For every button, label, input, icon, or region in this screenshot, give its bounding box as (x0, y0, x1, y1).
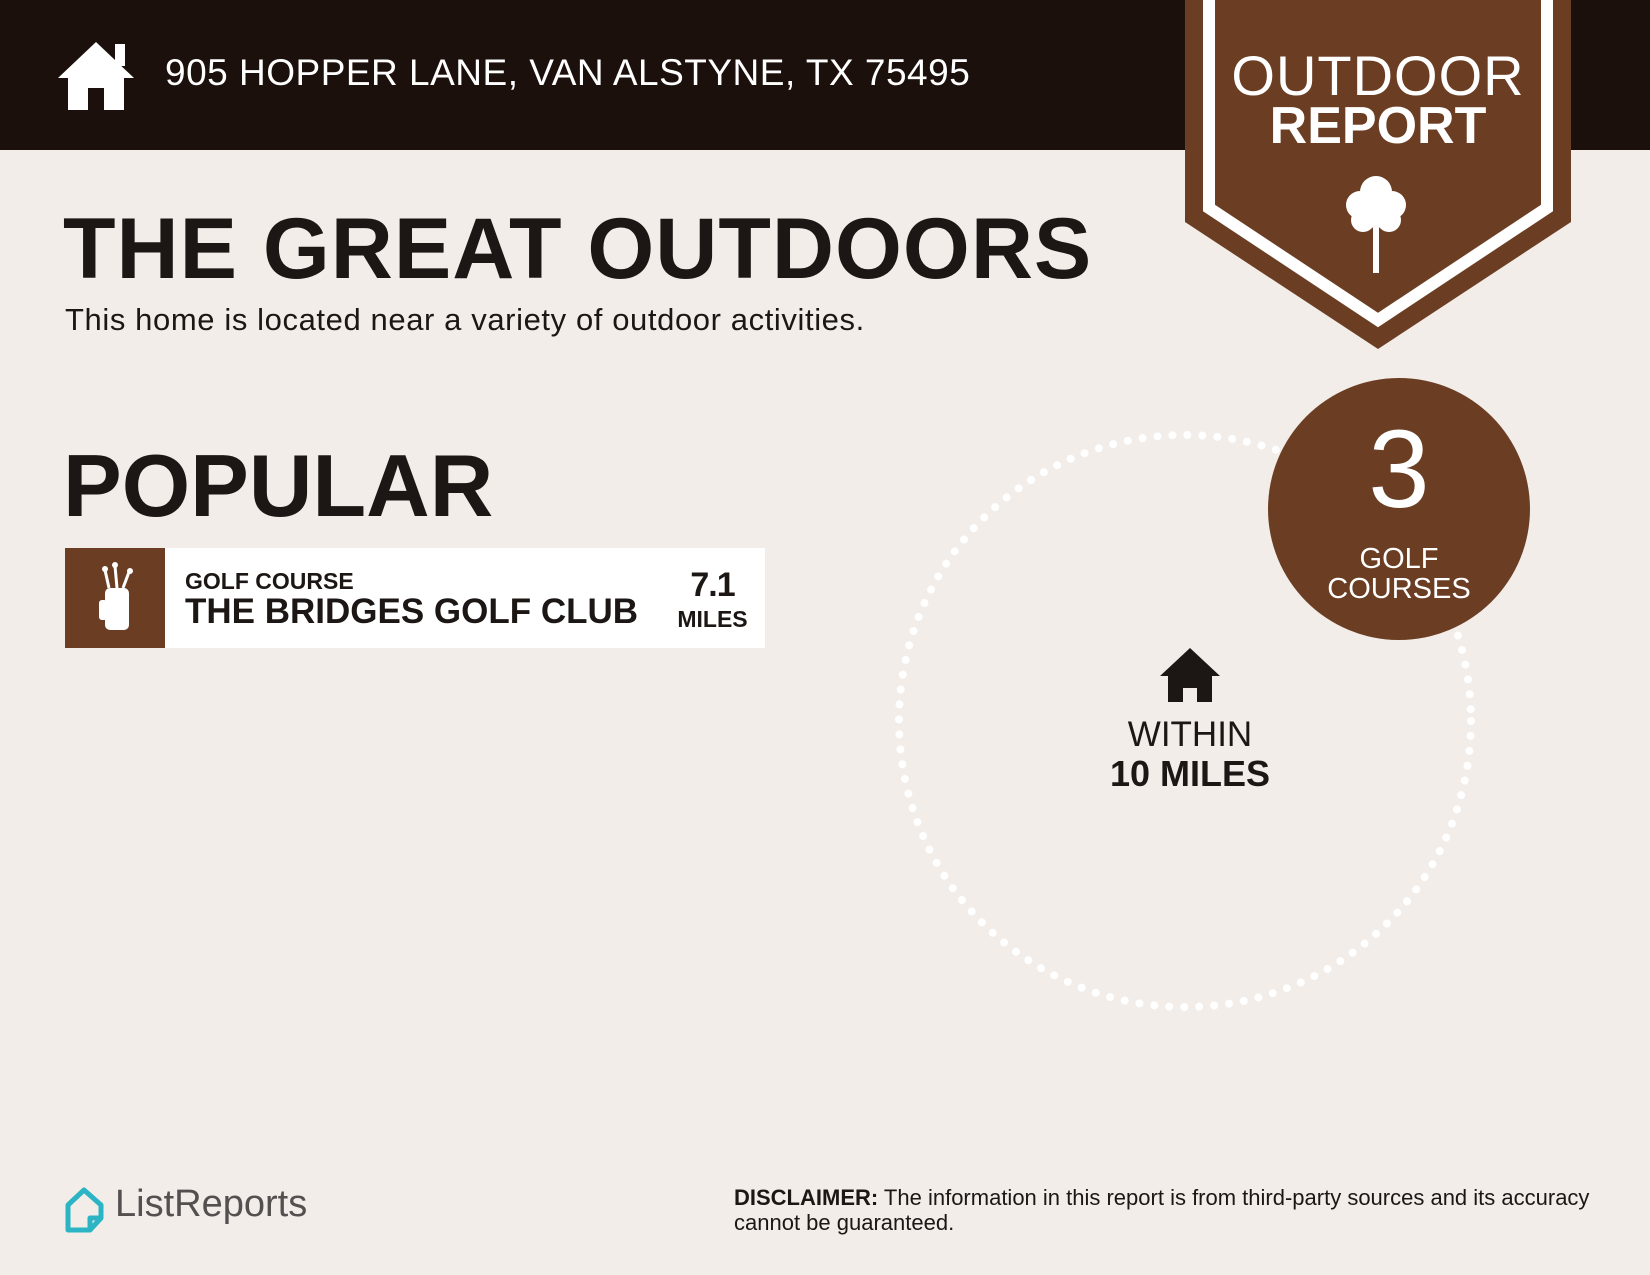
count-label-line1: GOLF (1359, 543, 1439, 575)
badge-title-line1: OUTDOOR (1231, 44, 1525, 107)
badge-title-line2: REPORT (1269, 97, 1487, 155)
count-label-line2: COURSES (1327, 573, 1471, 605)
center-home-icon (1160, 648, 1220, 702)
radius-value: 10 MILES (1109, 753, 1271, 794)
disclaimer: DISCLAIMER: The information in this repo… (734, 1185, 1594, 1235)
place-category: GOLF COURSE (185, 568, 354, 594)
count-circle (1268, 378, 1530, 640)
disclaimer-label: DISCLAIMER: (734, 1185, 879, 1210)
golf-course-count: 3 (1368, 408, 1430, 531)
page-subtitle: This home is located near a variety of o… (65, 302, 865, 337)
section-heading: POPULAR (63, 436, 494, 535)
disclaimer-text: The information in this report is from t… (734, 1185, 1590, 1235)
home-icon (58, 42, 134, 110)
tree-icon (1346, 176, 1406, 273)
badge-border (1203, 0, 1553, 328)
golf-bag-icon (65, 548, 165, 648)
place-card: GOLF COURSE THE BRIDGES GOLF CLUB 7.1 MI… (65, 548, 765, 648)
property-address: 905 HOPPER LANE, VAN ALSTYNE, TX 75495 (165, 52, 971, 93)
place-distance: 7.1 (690, 566, 735, 604)
place-distance-unit: MILES (677, 606, 748, 632)
page-title: THE GREAT OUTDOORS (63, 201, 1093, 297)
listreports-logo: ListReports (115, 1183, 308, 1225)
place-name: THE BRIDGES GOLF CLUB (185, 592, 639, 631)
radius-label: WITHIN (1127, 715, 1253, 754)
radius-circle (895, 431, 1475, 1011)
listreports-logo-icon (65, 1187, 104, 1233)
